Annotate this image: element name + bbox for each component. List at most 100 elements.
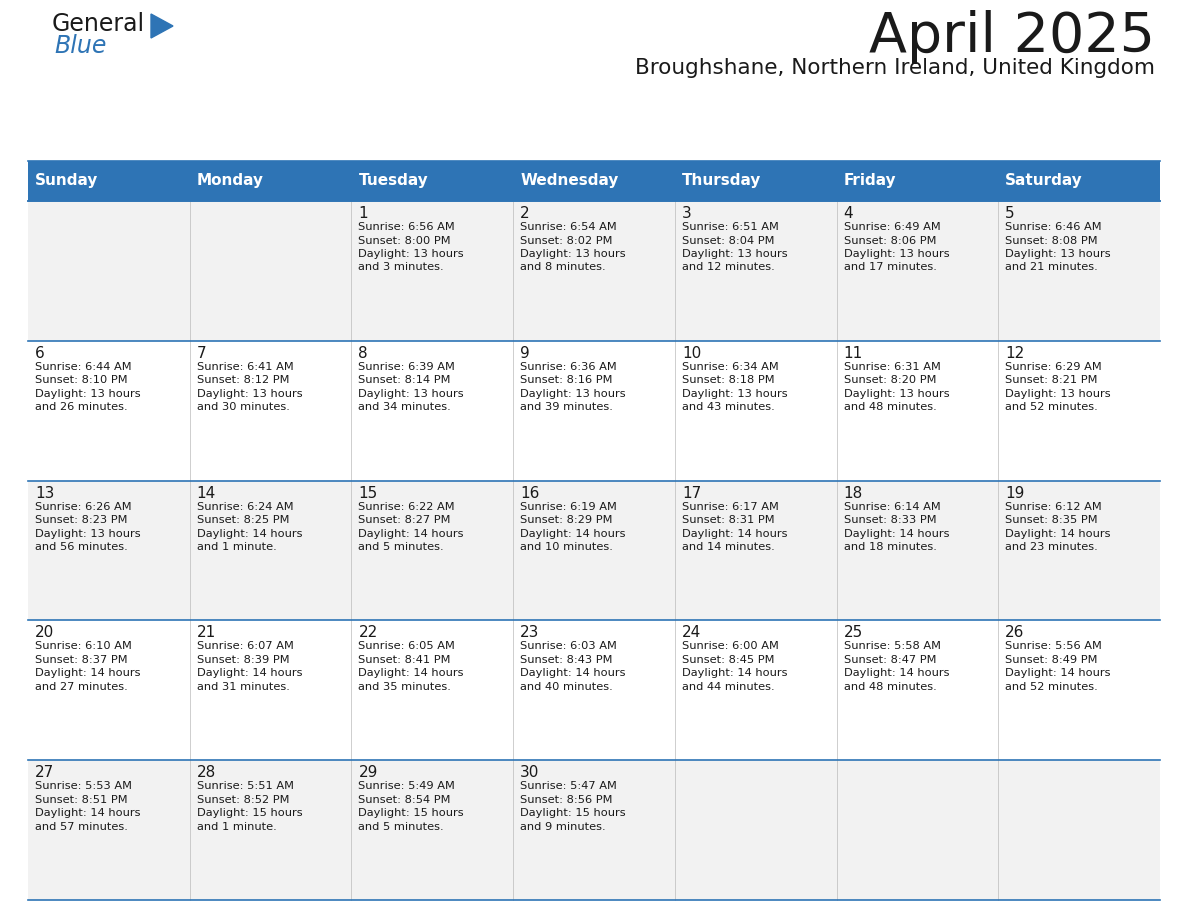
Text: and 17 minutes.: and 17 minutes. — [843, 263, 936, 273]
Text: Sunset: 8:21 PM: Sunset: 8:21 PM — [1005, 375, 1098, 386]
Text: Sunrise: 6:36 AM: Sunrise: 6:36 AM — [520, 362, 617, 372]
Text: Sunrise: 5:49 AM: Sunrise: 5:49 AM — [359, 781, 455, 791]
Text: Wednesday: Wednesday — [520, 174, 619, 188]
Text: Sunrise: 6:29 AM: Sunrise: 6:29 AM — [1005, 362, 1102, 372]
Text: Sunset: 8:35 PM: Sunset: 8:35 PM — [1005, 515, 1098, 525]
Text: Daylight: 13 hours: Daylight: 13 hours — [359, 249, 465, 259]
Polygon shape — [151, 14, 173, 38]
Text: 26: 26 — [1005, 625, 1025, 641]
Text: Daylight: 15 hours: Daylight: 15 hours — [359, 808, 465, 818]
Text: Sunrise: 6:39 AM: Sunrise: 6:39 AM — [359, 362, 455, 372]
Text: Daylight: 13 hours: Daylight: 13 hours — [359, 389, 465, 398]
Text: and 30 minutes.: and 30 minutes. — [197, 402, 290, 412]
Text: 11: 11 — [843, 346, 862, 361]
Text: Daylight: 14 hours: Daylight: 14 hours — [682, 668, 788, 678]
Text: Sunrise: 6:49 AM: Sunrise: 6:49 AM — [843, 222, 941, 232]
Text: Sunset: 8:14 PM: Sunset: 8:14 PM — [359, 375, 451, 386]
Text: and 5 minutes.: and 5 minutes. — [359, 822, 444, 832]
Text: Daylight: 13 hours: Daylight: 13 hours — [34, 529, 140, 539]
Text: and 40 minutes.: and 40 minutes. — [520, 682, 613, 692]
Text: 1: 1 — [359, 206, 368, 221]
Text: Daylight: 14 hours: Daylight: 14 hours — [34, 808, 140, 818]
Bar — [29, 161, 1159, 201]
Text: Sunset: 8:25 PM: Sunset: 8:25 PM — [197, 515, 289, 525]
Text: and 52 minutes.: and 52 minutes. — [1005, 682, 1098, 692]
Text: Sunrise: 6:44 AM: Sunrise: 6:44 AM — [34, 362, 132, 372]
Text: Sunrise: 6:56 AM: Sunrise: 6:56 AM — [359, 222, 455, 232]
Text: Daylight: 14 hours: Daylight: 14 hours — [34, 668, 140, 678]
Text: and 9 minutes.: and 9 minutes. — [520, 822, 606, 832]
Text: Sunrise: 5:51 AM: Sunrise: 5:51 AM — [197, 781, 293, 791]
Text: and 43 minutes.: and 43 minutes. — [682, 402, 775, 412]
Text: Sunrise: 6:22 AM: Sunrise: 6:22 AM — [359, 501, 455, 511]
Text: Sunrise: 6:00 AM: Sunrise: 6:00 AM — [682, 642, 778, 652]
Text: Daylight: 14 hours: Daylight: 14 hours — [1005, 529, 1111, 539]
Bar — [29, 201, 1159, 341]
Text: Daylight: 14 hours: Daylight: 14 hours — [359, 529, 465, 539]
Bar — [29, 341, 1159, 481]
Text: Sunrise: 6:41 AM: Sunrise: 6:41 AM — [197, 362, 293, 372]
Text: Daylight: 13 hours: Daylight: 13 hours — [34, 389, 140, 398]
Text: and 27 minutes.: and 27 minutes. — [34, 682, 128, 692]
Text: Sunrise: 6:31 AM: Sunrise: 6:31 AM — [843, 362, 941, 372]
Text: Thursday: Thursday — [682, 174, 762, 188]
Text: and 23 minutes.: and 23 minutes. — [1005, 543, 1098, 552]
Text: Daylight: 14 hours: Daylight: 14 hours — [520, 668, 626, 678]
Text: Monday: Monday — [197, 174, 264, 188]
Text: Sunset: 8:10 PM: Sunset: 8:10 PM — [34, 375, 127, 386]
Text: Daylight: 13 hours: Daylight: 13 hours — [843, 389, 949, 398]
Text: Sunrise: 6:14 AM: Sunrise: 6:14 AM — [843, 501, 941, 511]
Text: Sunrise: 5:47 AM: Sunrise: 5:47 AM — [520, 781, 617, 791]
Text: Daylight: 14 hours: Daylight: 14 hours — [843, 529, 949, 539]
Bar — [29, 481, 1159, 621]
Text: Sunset: 8:43 PM: Sunset: 8:43 PM — [520, 655, 613, 665]
Text: Daylight: 14 hours: Daylight: 14 hours — [197, 529, 302, 539]
Text: 20: 20 — [34, 625, 55, 641]
Text: and 57 minutes.: and 57 minutes. — [34, 822, 128, 832]
Text: Daylight: 13 hours: Daylight: 13 hours — [197, 389, 302, 398]
Text: Sunset: 8:12 PM: Sunset: 8:12 PM — [197, 375, 289, 386]
Text: Sunrise: 5:56 AM: Sunrise: 5:56 AM — [1005, 642, 1102, 652]
Text: 24: 24 — [682, 625, 701, 641]
Text: 29: 29 — [359, 766, 378, 780]
Text: Daylight: 14 hours: Daylight: 14 hours — [197, 668, 302, 678]
Text: Daylight: 13 hours: Daylight: 13 hours — [843, 249, 949, 259]
Text: 10: 10 — [682, 346, 701, 361]
Text: 28: 28 — [197, 766, 216, 780]
Text: 22: 22 — [359, 625, 378, 641]
Text: and 48 minutes.: and 48 minutes. — [843, 682, 936, 692]
Text: Daylight: 13 hours: Daylight: 13 hours — [682, 389, 788, 398]
Text: Sunset: 8:37 PM: Sunset: 8:37 PM — [34, 655, 127, 665]
Text: 17: 17 — [682, 486, 701, 500]
Text: Sunday: Sunday — [34, 174, 99, 188]
Text: Sunrise: 6:26 AM: Sunrise: 6:26 AM — [34, 501, 132, 511]
Text: Sunset: 8:47 PM: Sunset: 8:47 PM — [843, 655, 936, 665]
Text: 16: 16 — [520, 486, 539, 500]
Text: 15: 15 — [359, 486, 378, 500]
Text: Sunrise: 5:53 AM: Sunrise: 5:53 AM — [34, 781, 132, 791]
Text: General: General — [52, 12, 145, 36]
Text: Sunset: 8:18 PM: Sunset: 8:18 PM — [682, 375, 775, 386]
Text: 6: 6 — [34, 346, 45, 361]
Text: Sunset: 8:41 PM: Sunset: 8:41 PM — [359, 655, 451, 665]
Text: Sunrise: 6:17 AM: Sunrise: 6:17 AM — [682, 501, 778, 511]
Text: 27: 27 — [34, 766, 55, 780]
Text: Daylight: 14 hours: Daylight: 14 hours — [359, 668, 465, 678]
Text: 21: 21 — [197, 625, 216, 641]
Text: Sunrise: 6:03 AM: Sunrise: 6:03 AM — [520, 642, 617, 652]
Text: Sunset: 8:20 PM: Sunset: 8:20 PM — [843, 375, 936, 386]
Text: Sunset: 8:00 PM: Sunset: 8:00 PM — [359, 236, 451, 245]
Text: and 10 minutes.: and 10 minutes. — [520, 543, 613, 552]
Text: and 8 minutes.: and 8 minutes. — [520, 263, 606, 273]
Text: and 3 minutes.: and 3 minutes. — [359, 263, 444, 273]
Text: Sunrise: 6:07 AM: Sunrise: 6:07 AM — [197, 642, 293, 652]
Text: and 1 minute.: and 1 minute. — [197, 822, 277, 832]
Text: Sunrise: 6:05 AM: Sunrise: 6:05 AM — [359, 642, 455, 652]
Text: 8: 8 — [359, 346, 368, 361]
Text: Sunset: 8:16 PM: Sunset: 8:16 PM — [520, 375, 613, 386]
Text: and 34 minutes.: and 34 minutes. — [359, 402, 451, 412]
Text: 5: 5 — [1005, 206, 1015, 221]
Text: and 48 minutes.: and 48 minutes. — [843, 402, 936, 412]
Text: Sunrise: 6:10 AM: Sunrise: 6:10 AM — [34, 642, 132, 652]
Text: and 44 minutes.: and 44 minutes. — [682, 682, 775, 692]
